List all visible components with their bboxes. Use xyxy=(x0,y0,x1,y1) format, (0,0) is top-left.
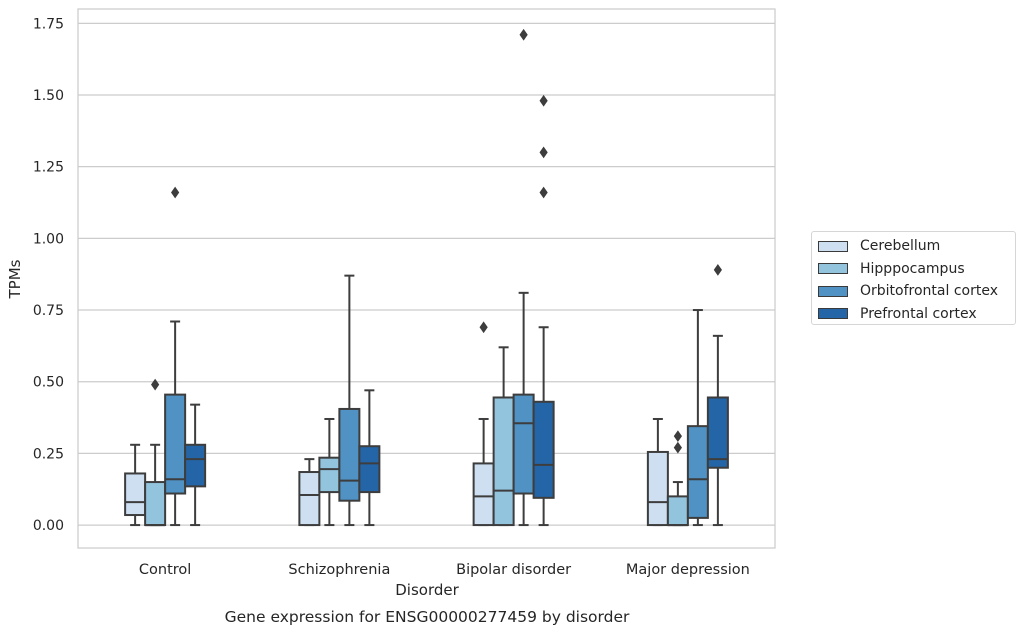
box-orbitofrontal-cortex xyxy=(512,28,535,527)
box-iqr xyxy=(532,400,555,499)
box-cerebellum xyxy=(472,321,495,527)
box-prefrontal-cortex xyxy=(532,94,555,527)
legend: Cerebellum Hipppocampus Orbitofrontal cort… xyxy=(811,231,1016,325)
x-tick-label: Schizophrenia xyxy=(288,562,390,578)
outlier-point xyxy=(539,94,548,107)
box-iqr xyxy=(144,481,167,527)
box-hipppocampus xyxy=(318,417,341,527)
box-orbitofrontal-cortex xyxy=(338,274,361,527)
box-orbitofrontal-cortex xyxy=(686,309,709,527)
y-tick-label: 1.25 xyxy=(33,160,64,176)
x-axis-label: Disorder xyxy=(395,581,459,599)
box-iqr xyxy=(492,396,515,527)
legend-label: Cerebellum xyxy=(860,238,941,255)
box-iqr xyxy=(298,471,321,527)
box-iqr xyxy=(686,425,709,519)
box-prefrontal-cortex xyxy=(184,403,207,527)
y-tick-label: 1.75 xyxy=(33,16,64,32)
box-iqr xyxy=(646,450,669,527)
x-tick-label: Major depression xyxy=(626,562,750,578)
outlier-point xyxy=(673,430,682,443)
outlier-point xyxy=(519,28,528,41)
box-cerebellum xyxy=(124,443,147,527)
outlier-point xyxy=(539,186,548,199)
legend-label: Orbitofrontal cortex xyxy=(860,283,998,300)
box-cerebellum xyxy=(646,417,669,527)
box-iqr xyxy=(706,396,729,469)
legend-item: Hipppocampus xyxy=(818,258,1015,281)
box-prefrontal-cortex xyxy=(706,264,729,527)
outlier-point xyxy=(539,146,548,159)
y-tick-label: 0.75 xyxy=(33,303,64,319)
box-iqr xyxy=(318,456,341,494)
y-tick-labels: 0.00 0.25 0.50 0.75 1.00 1.25 1.50 1.75 xyxy=(33,16,64,534)
box-iqr xyxy=(124,472,147,517)
outlier-point xyxy=(479,321,488,334)
figure-caption: Gene expression for ENSG00000277459 by d… xyxy=(225,608,630,626)
box-hipppocampus xyxy=(492,346,515,527)
legend-label: Hipppocampus xyxy=(860,260,965,277)
y-tick-label: 0.00 xyxy=(33,518,64,534)
outlier-point xyxy=(171,186,180,199)
legend-swatch xyxy=(818,240,848,252)
y-axis-label: TPMs xyxy=(6,259,24,299)
x-tick-label: Control xyxy=(139,562,191,578)
legend-item: Prefrontal cortex xyxy=(818,303,1015,326)
legend-label: Prefrontal cortex xyxy=(860,305,977,322)
box-orbitofrontal-cortex xyxy=(164,186,187,527)
y-tick-label: 1.50 xyxy=(33,88,64,104)
box-iqr xyxy=(512,393,535,495)
y-tick-label: 0.25 xyxy=(33,446,64,462)
y-tick-label: 1.00 xyxy=(33,231,64,247)
plot-frame xyxy=(77,8,776,549)
box-iqr xyxy=(338,407,361,502)
legend-item: Orbitofrontal cortex xyxy=(818,280,1015,303)
x-tick-label: Bipolar disorder xyxy=(456,562,571,578)
legend-swatch xyxy=(818,263,848,275)
box-hipppocampus xyxy=(144,378,167,527)
legend-item: Cerebellum xyxy=(818,235,1015,258)
box-hipppocampus xyxy=(666,430,689,527)
box-prefrontal-cortex xyxy=(358,389,381,527)
box-plot-marks xyxy=(124,28,729,527)
x-tick-labels: Control Schizophrenia Bipolar disorder Majo… xyxy=(139,562,750,578)
box-iqr xyxy=(358,445,381,494)
box-iqr xyxy=(472,462,495,527)
legend-swatch xyxy=(818,308,848,320)
box-iqr xyxy=(666,495,689,527)
box-iqr xyxy=(184,443,207,488)
box-cerebellum xyxy=(298,458,321,527)
outlier-point xyxy=(713,264,722,276)
outlier-point xyxy=(673,441,682,454)
outlier-point xyxy=(151,378,160,391)
legend-swatch xyxy=(818,285,848,297)
y-tick-label: 0.50 xyxy=(33,375,64,391)
